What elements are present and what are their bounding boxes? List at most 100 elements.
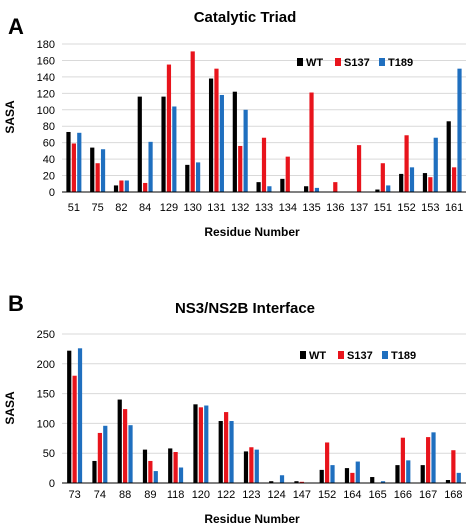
- bar-wt: [232, 91, 237, 192]
- x-tick-label: 129: [160, 202, 178, 214]
- y-tick-label: 0: [49, 478, 55, 490]
- x-tick-label: 73: [69, 489, 81, 501]
- x-tick-label: 151: [374, 202, 392, 214]
- bar-s137: [261, 137, 267, 192]
- bar-t189: [409, 167, 415, 192]
- legend-label-wt: WT: [309, 350, 326, 362]
- x-tick-label: 161: [445, 202, 463, 214]
- bar-s137: [173, 452, 178, 483]
- bar-s137: [95, 163, 100, 192]
- bar-s137: [452, 167, 457, 192]
- bar-wt: [304, 186, 309, 192]
- bar-s137: [224, 412, 229, 483]
- bar-t189: [204, 405, 209, 483]
- bar-wt: [218, 421, 223, 483]
- bar-s137: [71, 143, 76, 192]
- x-tick-label: 89: [144, 489, 156, 501]
- legend-label-t189: T189: [388, 57, 413, 69]
- y-tick-label: 60: [43, 138, 55, 150]
- x-tick-label: 123: [242, 489, 260, 501]
- panel-letter: A: [8, 14, 24, 39]
- bar-wt: [113, 185, 119, 192]
- x-tick-label: 82: [115, 202, 127, 214]
- bar-wt: [375, 189, 380, 192]
- bar-s137: [285, 156, 290, 192]
- bar-wt: [294, 481, 299, 483]
- bar-s137: [451, 450, 456, 483]
- x-tick-label: 118: [167, 489, 185, 501]
- bar-wt: [185, 164, 190, 192]
- bar-t189: [229, 421, 234, 483]
- y-axis-label: SASA: [3, 391, 17, 425]
- bar-wt: [256, 182, 261, 192]
- bar-t189: [380, 481, 386, 483]
- y-tick-label: 50: [43, 448, 55, 460]
- x-tick-label: 152: [397, 202, 415, 214]
- bar-t189: [178, 467, 184, 483]
- x-tick-label: 147: [293, 489, 311, 501]
- bar-t189: [124, 180, 129, 192]
- bar-t189: [267, 186, 272, 192]
- bar-s137: [148, 460, 153, 483]
- bar-s137: [350, 472, 355, 483]
- bar-wt: [243, 451, 249, 483]
- bar-s137: [309, 92, 314, 192]
- x-tick-label: 152: [318, 489, 336, 501]
- x-axis-label: Residue Number: [204, 512, 300, 526]
- bar-t189: [219, 94, 224, 192]
- bar-wt: [269, 481, 274, 483]
- y-tick-label: 40: [43, 154, 55, 166]
- bar-wt: [280, 178, 285, 192]
- x-tick-label: 136: [326, 202, 344, 214]
- bar-wt: [422, 173, 428, 192]
- bar-t189: [456, 472, 461, 483]
- bar-t189: [103, 425, 108, 483]
- bar-t189: [314, 187, 320, 192]
- bar-s137: [428, 177, 433, 192]
- bar-t189: [100, 149, 106, 192]
- y-tick-label: 120: [37, 88, 55, 100]
- bar-s137: [333, 182, 338, 192]
- x-tick-label: 51: [68, 202, 80, 214]
- bar-s137: [325, 442, 330, 483]
- bar-s137: [356, 145, 362, 192]
- bar-t189: [433, 137, 438, 192]
- bar-t189: [431, 432, 436, 483]
- bar-s137: [249, 447, 254, 483]
- bar-t189: [355, 461, 360, 483]
- bar-wt: [420, 465, 425, 483]
- legend-swatch-wt: [297, 58, 303, 66]
- x-tick-label: 88: [119, 489, 131, 501]
- legend-label-t189: T189: [391, 350, 416, 362]
- x-tick-label: 134: [279, 202, 297, 214]
- bar-t189: [243, 109, 248, 192]
- y-tick-label: 250: [37, 329, 55, 341]
- y-tick-label: 100: [37, 105, 55, 117]
- bar-t189: [153, 471, 158, 483]
- x-tick-label: 132: [231, 202, 249, 214]
- bar-wt: [208, 78, 214, 192]
- x-tick-label: 135: [302, 202, 320, 214]
- x-tick-label: 131: [207, 202, 225, 214]
- bar-wt: [370, 477, 375, 483]
- bar-t189: [196, 162, 201, 192]
- chart-title: Catalytic Triad: [194, 9, 297, 26]
- y-tick-label: 0: [49, 187, 55, 199]
- bar-t189: [330, 465, 335, 483]
- bar-t189: [254, 449, 259, 483]
- y-tick-label: 80: [43, 121, 55, 133]
- legend-swatch-wt: [300, 351, 306, 359]
- panel-b-chart: B NS3/NS2B Interface Residue Number SASA…: [3, 291, 466, 526]
- bar-wt: [67, 350, 72, 483]
- x-axis-label: Residue Number: [204, 225, 300, 239]
- bar-s137: [190, 51, 195, 193]
- legend-swatch-t189: [382, 351, 388, 359]
- bar-s137: [198, 407, 203, 483]
- legend-swatch-t189: [379, 58, 385, 66]
- y-tick-label: 200: [37, 359, 55, 371]
- x-tick-label: 153: [421, 202, 439, 214]
- y-tick-label: 140: [37, 72, 55, 84]
- legend-swatch-s137: [338, 351, 344, 359]
- legend-label-s137: S137: [347, 350, 373, 362]
- bar-wt: [395, 465, 400, 483]
